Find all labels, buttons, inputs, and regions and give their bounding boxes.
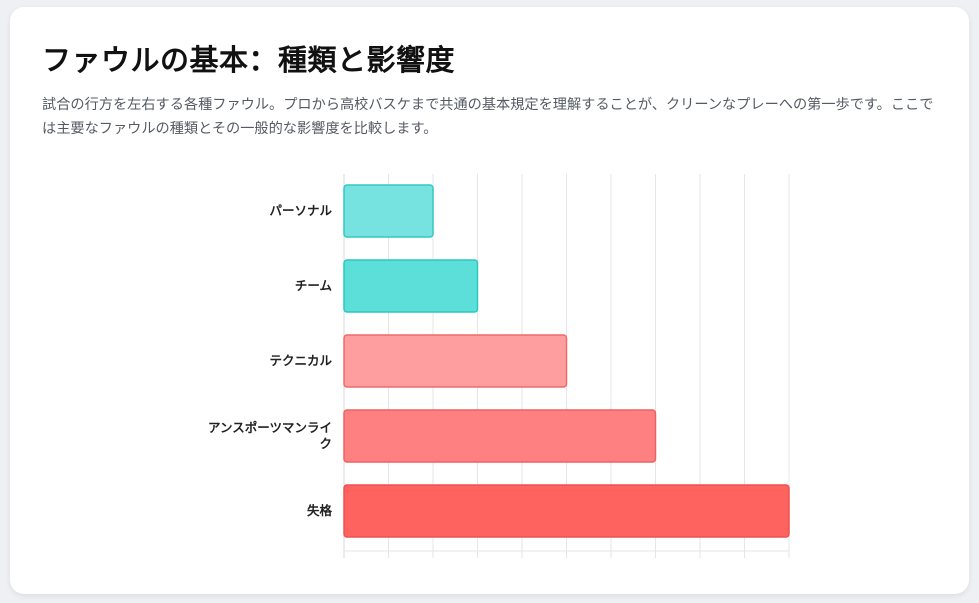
category-label: テクニカル <box>269 353 332 368</box>
bar[interactable] <box>343 184 434 238</box>
bar[interactable] <box>343 409 657 463</box>
bar[interactable] <box>343 259 479 313</box>
page-title: ファウルの基本：種類と影響度 <box>42 43 456 77</box>
bar[interactable] <box>343 484 790 538</box>
page-description: 試合の行方を左右する各種ファウル。プロから高校バスケまで共通の基本規定を理解する… <box>42 97 934 137</box>
category-label: 失格 <box>307 503 333 518</box>
category-label: チーム <box>295 278 333 293</box>
category-label: アンスポーツマンライク <box>208 420 332 451</box>
bar[interactable] <box>343 334 568 388</box>
chart-card: ファウルの基本：種類と影響度 試合の行方を左右する各種ファウル。プロから高校バス… <box>10 7 969 594</box>
category-label: パーソナル <box>269 203 332 218</box>
